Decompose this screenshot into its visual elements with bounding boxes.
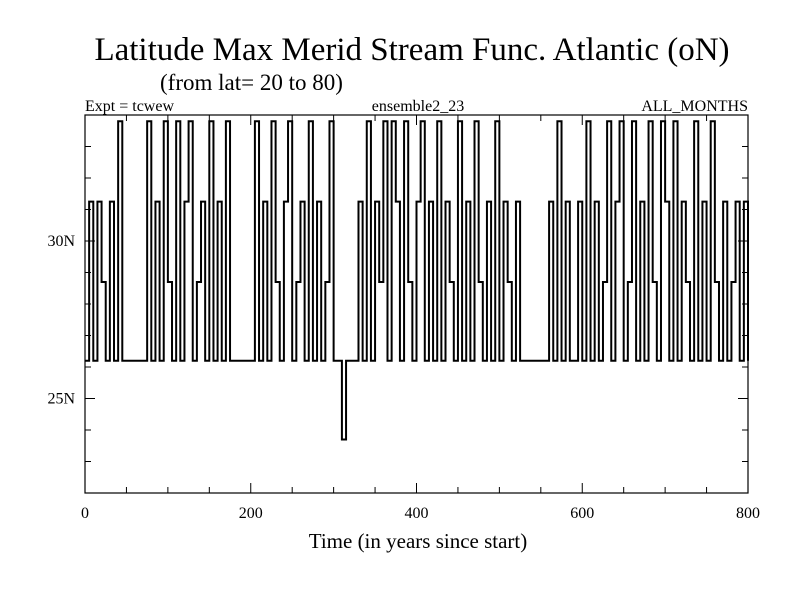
x-axis-label: Time (in years since start) bbox=[309, 529, 528, 553]
y-tick-label: 25N bbox=[47, 391, 75, 408]
chart-title: Latitude Max Merid Stream Func. Atlantic… bbox=[94, 32, 729, 68]
chart-subtitle: (from lat= 20 to 80) bbox=[160, 70, 343, 95]
plot-frame bbox=[84, 114, 749, 494]
ensemble-label: ensemble2_23 bbox=[372, 98, 464, 115]
x-tick-labels: 0 200 400 600 800 bbox=[81, 505, 760, 522]
x-tick-label: 800 bbox=[736, 505, 760, 522]
series-line bbox=[85, 120, 749, 441]
x-tick-label: 200 bbox=[239, 505, 263, 522]
y-tick-label: 30N bbox=[47, 233, 75, 250]
y-tick-labels: 25N 30N bbox=[47, 233, 75, 408]
x-tick-label: 400 bbox=[405, 505, 429, 522]
x-tick-label: 600 bbox=[570, 505, 594, 522]
x-tick-label: 0 bbox=[81, 505, 89, 522]
expt-label: Expt = tcwew bbox=[85, 98, 174, 115]
months-label: ALL_MONTHS bbox=[641, 98, 748, 115]
